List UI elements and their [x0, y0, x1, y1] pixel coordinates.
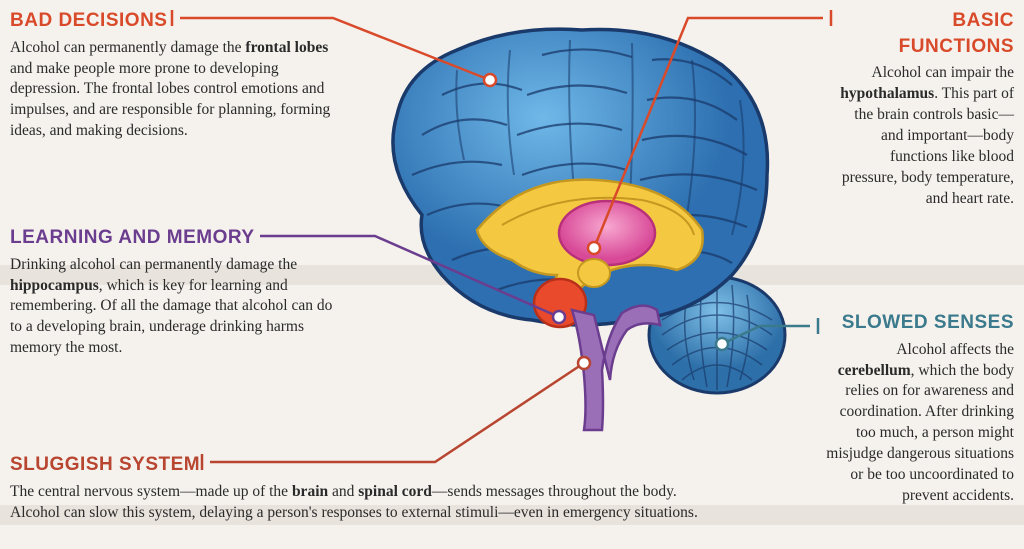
body-bad-decisions: Alcohol can permanently damage the front…: [10, 38, 340, 143]
body-learning-memory: Drinking alcohol can permanently damage …: [10, 255, 340, 360]
hypothalamus: [578, 259, 610, 287]
title-sluggish-system: SLUGGISH SYSTEM: [10, 452, 710, 478]
body-basic-functions: Alcohol can impair the hypothalamus. Thi…: [832, 63, 1014, 209]
title-bad-decisions: BAD DECISIONS: [10, 8, 340, 34]
callout-slowed-senses: SLOWED SENSES Alcohol affects the cerebe…: [818, 310, 1014, 507]
callout-learning-memory: LEARNING AND MEMORY Drinking alcohol can…: [10, 225, 340, 359]
title-learning-memory: LEARNING AND MEMORY: [10, 225, 340, 251]
thalamus: [559, 201, 655, 265]
callout-bad-decisions: BAD DECISIONS Alcohol can permanently da…: [10, 8, 340, 142]
callout-sluggish-system: SLUGGISH SYSTEM The central nervous syst…: [10, 452, 710, 523]
body-slowed-senses: Alcohol affects the cerebellum, which th…: [818, 340, 1014, 507]
body-sluggish-system: The central nervous system—made up of th…: [10, 482, 710, 524]
title-basic-functions: BASIC FUNCTIONS: [832, 8, 1014, 59]
brain-stem: [572, 306, 660, 430]
brain-diagram: [362, 15, 792, 435]
title-slowed-senses: SLOWED SENSES: [818, 310, 1014, 336]
callout-basic-functions: BASIC FUNCTIONS Alcohol can impair the h…: [832, 8, 1014, 210]
